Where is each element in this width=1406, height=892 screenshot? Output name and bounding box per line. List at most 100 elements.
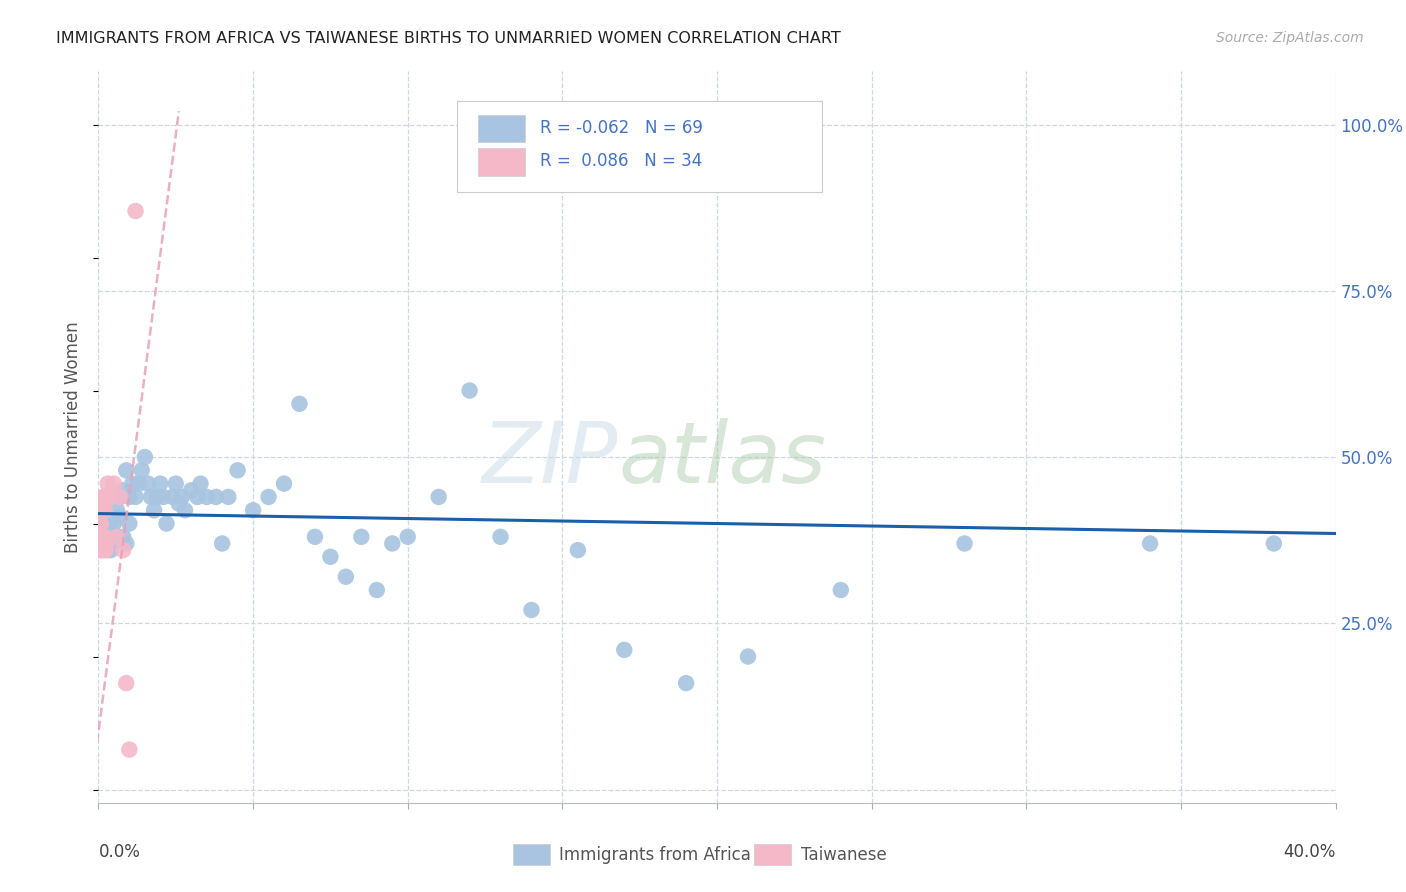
Point xyxy=(124,204,146,219)
Text: atlas: atlas xyxy=(619,417,827,500)
Point xyxy=(94,536,117,550)
Text: 40.0%: 40.0% xyxy=(1284,843,1336,861)
Point xyxy=(105,503,128,517)
Text: Taiwanese: Taiwanese xyxy=(801,846,887,863)
Point xyxy=(90,503,112,517)
Point xyxy=(226,463,249,477)
Point xyxy=(89,543,111,558)
Point xyxy=(167,497,190,511)
Point xyxy=(108,490,131,504)
Text: 0.0%: 0.0% xyxy=(98,843,141,861)
Point xyxy=(165,476,187,491)
Point xyxy=(350,530,373,544)
Point xyxy=(737,649,759,664)
Point xyxy=(93,503,115,517)
Point xyxy=(288,397,311,411)
Point xyxy=(195,490,218,504)
Point xyxy=(152,490,174,504)
Point xyxy=(118,742,141,756)
Point xyxy=(91,490,114,504)
Point xyxy=(97,536,120,550)
Point xyxy=(613,643,636,657)
Point xyxy=(103,476,125,491)
Point xyxy=(108,509,131,524)
Point xyxy=(190,476,212,491)
Text: Source: ZipAtlas.com: Source: ZipAtlas.com xyxy=(1216,31,1364,45)
Point xyxy=(105,530,128,544)
Point xyxy=(96,536,118,550)
Text: R = -0.062   N = 69: R = -0.062 N = 69 xyxy=(540,119,703,136)
Point xyxy=(257,490,280,504)
Point xyxy=(381,536,404,550)
Point xyxy=(143,503,166,517)
Point xyxy=(319,549,342,564)
Bar xyxy=(754,845,792,865)
Bar xyxy=(513,845,550,865)
Point xyxy=(458,384,481,398)
Point xyxy=(93,536,115,550)
Point xyxy=(273,476,295,491)
Point xyxy=(489,530,512,544)
Point xyxy=(97,490,120,504)
Point xyxy=(567,543,589,558)
Point xyxy=(146,490,169,504)
Point xyxy=(217,490,239,504)
Point xyxy=(155,516,177,531)
Point xyxy=(174,503,197,517)
Point xyxy=(149,476,172,491)
Text: R =  0.086   N = 34: R = 0.086 N = 34 xyxy=(540,153,703,170)
Point xyxy=(675,676,697,690)
Point xyxy=(136,476,159,491)
Point xyxy=(90,530,112,544)
Point xyxy=(304,530,326,544)
Point xyxy=(100,490,122,504)
Point xyxy=(162,490,184,504)
Point xyxy=(139,490,162,504)
Point xyxy=(118,516,141,531)
Point xyxy=(186,490,208,504)
Text: ZIP: ZIP xyxy=(482,417,619,500)
Point xyxy=(93,490,115,504)
Point xyxy=(103,530,125,544)
Point xyxy=(115,536,138,550)
Text: IMMIGRANTS FROM AFRICA VS TAIWANESE BIRTHS TO UNMARRIED WOMEN CORRELATION CHART: IMMIGRANTS FROM AFRICA VS TAIWANESE BIRT… xyxy=(56,31,841,46)
Point xyxy=(90,530,112,544)
Y-axis label: Births to Unmarried Women: Births to Unmarried Women xyxy=(65,321,83,553)
Point xyxy=(115,463,138,477)
Point xyxy=(108,490,131,504)
Point xyxy=(115,676,138,690)
Point xyxy=(97,476,120,491)
Point xyxy=(100,523,122,537)
Point xyxy=(90,516,112,531)
Point xyxy=(93,530,115,544)
Point xyxy=(520,603,543,617)
Point xyxy=(103,516,125,531)
Point xyxy=(953,536,976,550)
Point xyxy=(94,543,117,558)
Bar xyxy=(478,148,526,176)
Point xyxy=(105,530,128,544)
Text: Immigrants from Africa: Immigrants from Africa xyxy=(558,846,751,863)
Point xyxy=(118,490,141,504)
Point xyxy=(89,536,111,550)
Point xyxy=(366,582,388,597)
Point xyxy=(427,490,450,504)
Point xyxy=(1263,536,1285,550)
Point xyxy=(131,463,153,477)
Point xyxy=(170,490,193,504)
Point xyxy=(242,503,264,517)
Point xyxy=(112,543,135,558)
Point xyxy=(103,536,125,550)
Point xyxy=(100,543,122,558)
Point xyxy=(93,530,115,544)
Point xyxy=(89,543,111,558)
FancyBboxPatch shape xyxy=(457,101,823,192)
Point xyxy=(128,476,150,491)
Point xyxy=(1139,536,1161,550)
Point xyxy=(335,570,357,584)
Point xyxy=(89,530,111,544)
Point xyxy=(830,582,852,597)
Point xyxy=(89,516,111,531)
Point xyxy=(180,483,202,498)
Point xyxy=(205,490,228,504)
